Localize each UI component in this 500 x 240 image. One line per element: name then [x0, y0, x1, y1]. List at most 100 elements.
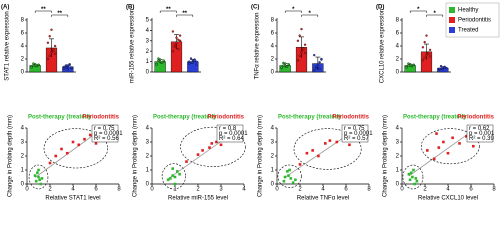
- data-point: [54, 154, 58, 158]
- y-axis-label: Change in Probing depth (mm): [8, 115, 14, 197]
- data-point: [421, 46, 425, 49]
- data-point: [446, 151, 450, 155]
- data-point: [52, 50, 55, 53]
- data-point: [40, 177, 44, 180]
- x-tick-label: 1: [173, 187, 177, 193]
- data-point: [63, 65, 66, 68]
- data-point: [196, 153, 200, 156]
- data-point: [162, 59, 165, 62]
- group-label: Post-therapy (treated): [278, 115, 340, 121]
- data-point: [48, 35, 51, 38]
- group-ellipse: [28, 164, 49, 190]
- data-point: [438, 67, 441, 70]
- y-tick-label: 2: [396, 154, 400, 160]
- group-ellipse: [402, 164, 424, 190]
- y-tick-label: 2: [146, 154, 150, 160]
- y-tick-label: 3: [146, 38, 150, 44]
- data-point: [472, 144, 475, 148]
- stats-text: p = 0.001: [469, 131, 495, 137]
- y-tick-label: 0: [271, 70, 275, 76]
- significance-label: **: [166, 7, 171, 13]
- y-axis-label: Change in Probing depth (mm): [133, 115, 139, 197]
- data-point: [157, 59, 160, 62]
- y-tick-label: 1: [146, 59, 150, 65]
- data-point: [219, 143, 223, 147]
- y-axis-label: miR-155 relative expression: [130, 9, 136, 83]
- y-tick-label: 4: [271, 44, 275, 50]
- data-point: [311, 149, 314, 152]
- data-point: [286, 170, 289, 173]
- data-point: [171, 174, 174, 177]
- data-point: [410, 65, 414, 68]
- legend-swatch: [449, 7, 455, 13]
- group-label: Periodontitis: [82, 115, 119, 121]
- group-label: Periodontitis: [207, 115, 244, 121]
- panel-label: (C): [251, 5, 259, 11]
- y-tick-label: 6: [21, 31, 25, 37]
- data-point: [414, 177, 418, 180]
- significance-bracket: [426, 14, 444, 17]
- y-axis-label: Change in Probing depth (mm): [383, 115, 389, 197]
- significance-label: *: [417, 7, 420, 13]
- y-tick-label: 0: [21, 70, 25, 76]
- data-point: [88, 133, 92, 137]
- data-point: [442, 140, 445, 144]
- data-point: [83, 137, 86, 141]
- data-point: [437, 146, 441, 149]
- data-point: [415, 179, 419, 183]
- data-point: [177, 47, 180, 51]
- data-point: [189, 57, 193, 60]
- data-point: [37, 168, 40, 172]
- data-point: [188, 62, 191, 65]
- significance-label: **: [182, 11, 187, 17]
- data-point: [348, 143, 351, 147]
- data-point: [298, 54, 301, 57]
- stats-box: [91, 124, 119, 143]
- data-point: [71, 140, 75, 144]
- data-point: [408, 178, 412, 182]
- y-tick-label: 3: [21, 140, 25, 146]
- data-point: [314, 65, 318, 68]
- data-point: [173, 175, 177, 179]
- data-point: [208, 146, 211, 149]
- data-point: [428, 55, 432, 58]
- data-point: [70, 66, 73, 69]
- data-point: [155, 63, 158, 66]
- x-tick-label: 4: [242, 187, 246, 193]
- data-point: [458, 142, 461, 145]
- data-point: [30, 66, 33, 69]
- data-point: [439, 65, 443, 68]
- data-point: [303, 43, 307, 46]
- data-point: [175, 36, 178, 39]
- group-ellipse: [161, 163, 186, 190]
- data-point: [94, 142, 98, 145]
- x-tick-label: 2: [196, 187, 200, 193]
- data-point: [428, 48, 432, 52]
- y-tick-label: 4: [21, 126, 25, 132]
- stats-text: r = 0.8: [219, 126, 237, 132]
- x-tick-label: 4: [71, 187, 75, 193]
- data-point: [37, 175, 40, 179]
- data-point: [66, 68, 69, 71]
- stats-text: p = 0.0001: [344, 131, 373, 137]
- y-tick-label: 8: [21, 18, 25, 24]
- x-tick-label: 0: [275, 187, 279, 193]
- data-point: [411, 175, 414, 179]
- data-point: [171, 30, 175, 33]
- data-point: [318, 61, 321, 64]
- x-tick-label: 2: [48, 187, 52, 193]
- x-tick-label: 8: [117, 187, 121, 193]
- data-point: [52, 48, 55, 51]
- data-point: [191, 61, 194, 64]
- y-tick-label: 0: [271, 182, 275, 188]
- y-tick-label: 8: [271, 18, 275, 24]
- data-point: [335, 140, 339, 144]
- data-point: [296, 59, 300, 62]
- data-point: [35, 65, 39, 68]
- data-point: [318, 67, 321, 70]
- data-point: [53, 52, 57, 55]
- data-point: [48, 54, 51, 57]
- y-tick-label: 2: [271, 154, 275, 160]
- data-point: [159, 60, 162, 63]
- x-tick-label: 0: [25, 187, 29, 193]
